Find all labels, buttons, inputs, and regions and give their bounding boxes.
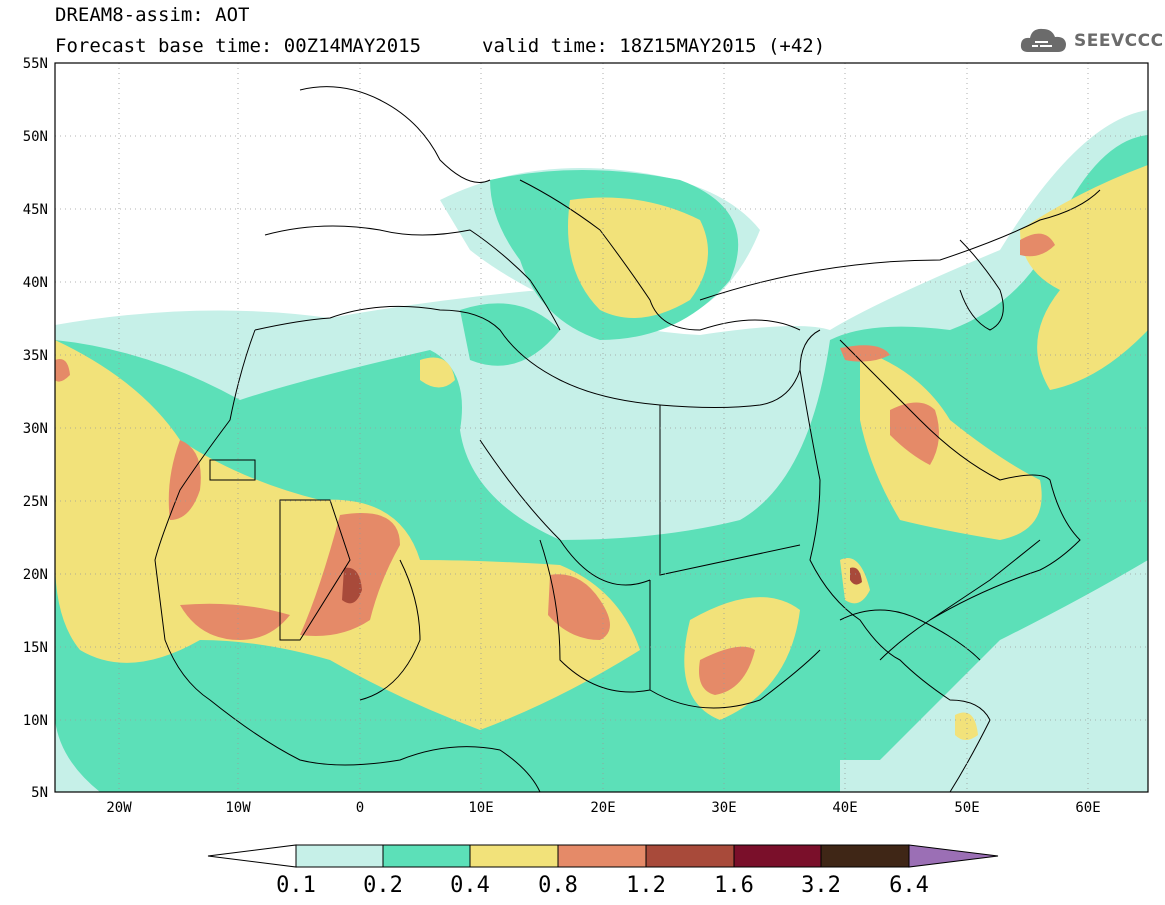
colorbar-tick: 6.4 [889, 873, 929, 898]
lon-label: 10E [468, 800, 493, 816]
map-title: DREAM8-assim: AOT [55, 4, 250, 26]
base-time: Forecast base time: 00Z14MAY2015 [55, 35, 422, 57]
colorbar-tick: 0.1 [276, 873, 316, 898]
colorbar-labels: 0.1 0.2 0.4 0.8 1.2 1.6 3.2 6.4 [276, 873, 929, 898]
colorbar-swatch [557, 844, 647, 868]
colorbar-high-arrow [908, 844, 999, 868]
colorbar-tick: 1.2 [626, 873, 666, 898]
colorbar-tick: 1.6 [714, 873, 754, 898]
lon-label: 50E [954, 800, 979, 816]
lon-axis: 20W 10W 0 10E 20E 30E 40E 50E 60E [106, 800, 1100, 816]
lon-label: 0 [356, 800, 364, 816]
gridlines [55, 63, 1148, 792]
colorbar [207, 844, 999, 868]
colorbar-tick: 3.2 [801, 873, 841, 898]
coastlines [154, 86, 1101, 792]
lat-label: 35N [23, 348, 48, 364]
lat-label: 50N [23, 129, 48, 145]
lat-label: 5N [31, 785, 48, 801]
lat-label: 25N [23, 494, 48, 510]
cloud-icon [1020, 28, 1066, 52]
colorbar-swatch [820, 844, 910, 868]
colorbar-swatch [733, 844, 822, 868]
seevccc-logo: SEEVCCC [1018, 22, 1163, 58]
lon-label: 30E [711, 800, 736, 816]
lat-label: 40N [23, 275, 48, 291]
lat-label: 20N [23, 567, 48, 583]
lat-label: 15N [23, 640, 48, 656]
colorbar-tick: 0.8 [538, 873, 578, 898]
lon-label: 60E [1075, 800, 1100, 816]
lat-label: 30N [23, 421, 48, 437]
lat-label: 55N [23, 56, 48, 72]
lon-label: 20E [590, 800, 615, 816]
colorbar-swatch [469, 844, 559, 868]
lat-label: 45N [23, 202, 48, 218]
lat-label: 10N [23, 713, 48, 729]
forecast-times: Forecast base time: 00Z14MAY2015 valid ti… [55, 35, 825, 57]
lon-label: 20W [106, 800, 132, 816]
valid-time: valid time: 18Z15MAY2015 (+42) [482, 35, 826, 57]
colorbar-tick: 0.4 [450, 873, 490, 898]
colorbar-tick: 0.2 [363, 873, 403, 898]
lat-axis: 55N 50N 45N 40N 35N 30N 25N 20N 15N 10N … [23, 56, 48, 801]
lon-label: 10W [225, 800, 251, 816]
colorbar-swatch [645, 844, 735, 868]
map-frame [54, 62, 1149, 793]
lon-label: 40E [832, 800, 857, 816]
aot-shading [55, 63, 1148, 792]
colorbar-swatch [382, 844, 471, 868]
colorbar-swatch [295, 844, 384, 868]
colorbar-low-arrow [207, 844, 297, 868]
logo-text: SEEVCCC [1074, 31, 1164, 51]
